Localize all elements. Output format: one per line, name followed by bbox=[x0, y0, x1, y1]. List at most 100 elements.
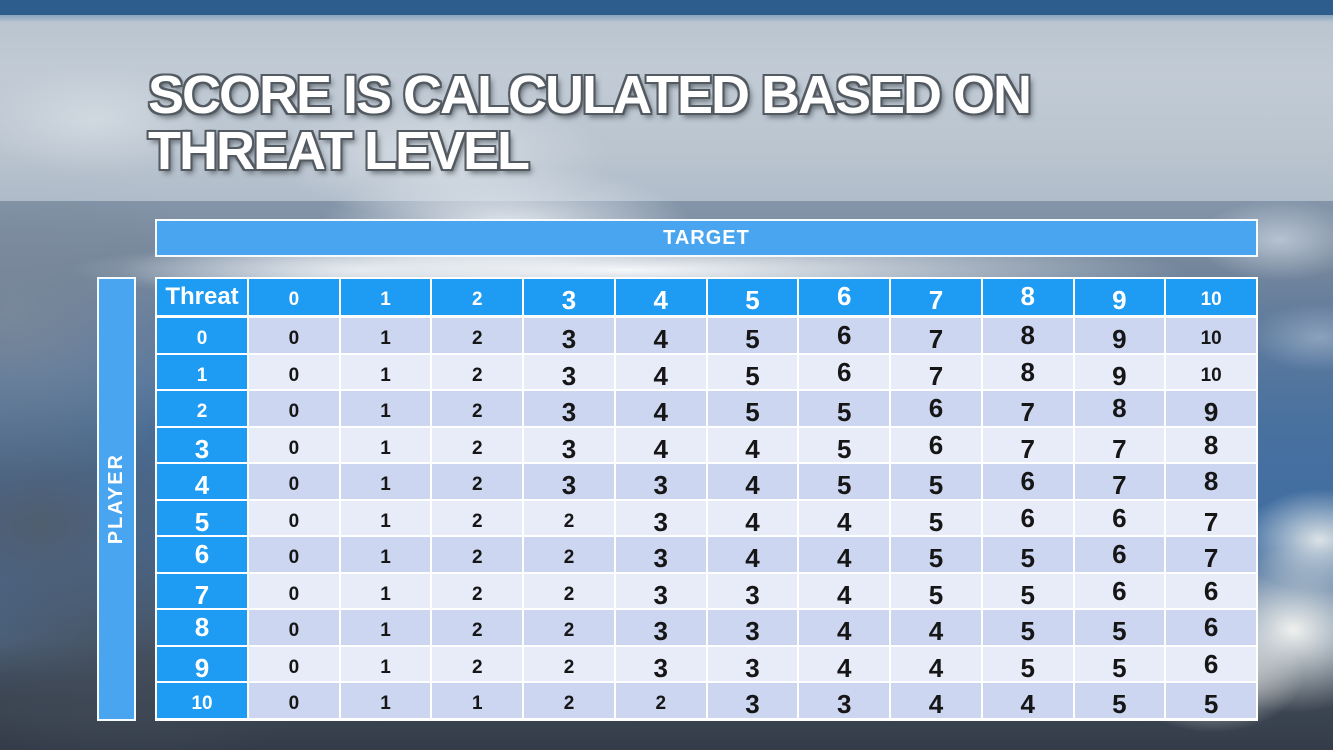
score-cell: 3 bbox=[615, 464, 706, 499]
score-cell: 2 bbox=[524, 537, 614, 572]
player-banner: PLAYER bbox=[97, 277, 136, 721]
score-cell: 2 bbox=[432, 646, 523, 682]
score-cell: 1 bbox=[340, 537, 431, 572]
column-header-cell: 6 bbox=[799, 279, 890, 315]
score-cell: 8 bbox=[982, 354, 1073, 390]
score-cell: 6 bbox=[1166, 610, 1256, 645]
score-cell: 6 bbox=[982, 500, 1073, 536]
score-cell: 1 bbox=[340, 391, 431, 426]
score-cell: 3 bbox=[524, 354, 614, 390]
score-cell: 2 bbox=[432, 610, 523, 645]
slide-title: SCORE IS CALCULATED BASED ON THREAT LEVEL bbox=[148, 65, 1032, 181]
score-cell: 4 bbox=[615, 318, 706, 353]
row-header-cell: 7 bbox=[157, 573, 247, 609]
score-cell: 2 bbox=[432, 318, 523, 353]
score-cell: 0 bbox=[249, 391, 339, 426]
score-cell: 5 bbox=[891, 573, 981, 609]
row-header-cell: 8 bbox=[157, 610, 247, 645]
score-cell: 3 bbox=[615, 537, 706, 572]
column-header-cell: 7 bbox=[891, 279, 981, 315]
score-cell: 6 bbox=[799, 318, 890, 353]
target-banner: TARGET bbox=[155, 219, 1258, 257]
score-cell: 6 bbox=[982, 464, 1073, 499]
score-cell: 1 bbox=[340, 683, 431, 718]
score-cell: 4 bbox=[799, 500, 890, 536]
score-cell: 1 bbox=[340, 354, 431, 390]
column-header-cell: 9 bbox=[1074, 279, 1165, 315]
score-cell: 2 bbox=[524, 646, 614, 682]
title-band: SCORE IS CALCULATED BASED ON THREAT LEVEL bbox=[0, 15, 1333, 201]
score-cell: 7 bbox=[1166, 537, 1256, 572]
score-cell: 5 bbox=[891, 464, 981, 499]
score-cell: 3 bbox=[524, 427, 614, 463]
row-header-cell: 1 bbox=[157, 354, 247, 390]
matrix-header-row: Threat 0 1 2 3 4 5 6 7 8 9 10 bbox=[157, 279, 1256, 315]
score-cell: 6 bbox=[891, 391, 981, 426]
row-header-cell: 2 bbox=[157, 391, 247, 426]
score-cell: 7 bbox=[982, 427, 1073, 463]
score-cell: 5 bbox=[1074, 646, 1165, 682]
score-cell: 5 bbox=[707, 318, 798, 353]
top-strip bbox=[0, 0, 1333, 15]
score-cell: 3 bbox=[799, 683, 890, 718]
score-cell: 3 bbox=[524, 391, 614, 426]
score-cell: 3 bbox=[615, 646, 706, 682]
score-cell: 4 bbox=[799, 537, 890, 572]
score-cell: 0 bbox=[249, 427, 339, 463]
score-cell: 9 bbox=[1074, 318, 1165, 353]
column-header-cell: 3 bbox=[524, 279, 614, 315]
score-cell: 4 bbox=[799, 646, 890, 682]
score-cell: 2 bbox=[432, 464, 523, 499]
score-cell: 1 bbox=[340, 500, 431, 536]
score-cell: 5 bbox=[799, 427, 890, 463]
score-cell: 3 bbox=[615, 610, 706, 645]
score-cell: 0 bbox=[249, 500, 339, 536]
score-cell: 6 bbox=[1166, 646, 1256, 682]
score-cell: 5 bbox=[982, 573, 1073, 609]
score-cell: 2 bbox=[524, 573, 614, 609]
column-header-cell: 8 bbox=[982, 279, 1073, 315]
score-cell: 1 bbox=[340, 573, 431, 609]
score-cell: 3 bbox=[707, 646, 798, 682]
matrix-body: 0 0 1 2 3 4 5 6 7 8 9 10 1 0 1 2 3 4 5 6 7 8 9 10 2 0 1 2 3 4 5 5 6 7 8 9 3 0… bbox=[157, 318, 1256, 718]
score-cell: 4 bbox=[799, 610, 890, 645]
score-cell: 5 bbox=[799, 391, 890, 426]
slide-title-line2: THREAT LEVEL bbox=[148, 121, 530, 181]
score-cell: 4 bbox=[707, 537, 798, 572]
score-cell: 5 bbox=[982, 646, 1073, 682]
score-matrix: Threat 0 1 2 3 4 5 6 7 8 9 10 0 0 1 2 3 4 5 6 7 8 9 10 1 0 1 2 3 4 5… bbox=[155, 277, 1258, 721]
score-cell: 4 bbox=[615, 427, 706, 463]
player-label: PLAYER bbox=[105, 453, 127, 545]
score-cell: 1 bbox=[340, 427, 431, 463]
score-cell: 4 bbox=[891, 683, 981, 718]
score-cell: 2 bbox=[615, 683, 706, 718]
column-header-cell: 2 bbox=[432, 279, 523, 315]
score-cell: 4 bbox=[891, 646, 981, 682]
score-cell: 2 bbox=[524, 610, 614, 645]
score-cell: 4 bbox=[707, 500, 798, 536]
row-header-cell: 4 bbox=[157, 464, 247, 499]
score-cell: 8 bbox=[1074, 391, 1165, 426]
score-cell: 7 bbox=[891, 354, 981, 390]
score-cell: 1 bbox=[340, 318, 431, 353]
score-cell: 5 bbox=[1166, 683, 1256, 718]
score-cell: 5 bbox=[891, 537, 981, 572]
score-cell: 7 bbox=[1074, 427, 1165, 463]
score-cell: 8 bbox=[1166, 464, 1256, 499]
score-cell: 8 bbox=[1166, 427, 1256, 463]
score-cell: 0 bbox=[249, 610, 339, 645]
score-cell: 7 bbox=[1166, 500, 1256, 536]
score-cell: 2 bbox=[432, 573, 523, 609]
score-cell: 7 bbox=[891, 318, 981, 353]
column-header-cell: 10 bbox=[1166, 279, 1256, 315]
score-cell: 0 bbox=[249, 318, 339, 353]
score-cell: 6 bbox=[799, 354, 890, 390]
slide-title-line1: SCORE IS CALCULATED BASED ON bbox=[148, 65, 1032, 125]
row-header-cell: 10 bbox=[157, 683, 247, 718]
score-cell: 4 bbox=[615, 391, 706, 426]
score-cell: 2 bbox=[524, 683, 614, 718]
score-cell: 6 bbox=[1074, 573, 1165, 609]
score-cell: 4 bbox=[799, 573, 890, 609]
column-header-cell: 1 bbox=[340, 279, 431, 315]
